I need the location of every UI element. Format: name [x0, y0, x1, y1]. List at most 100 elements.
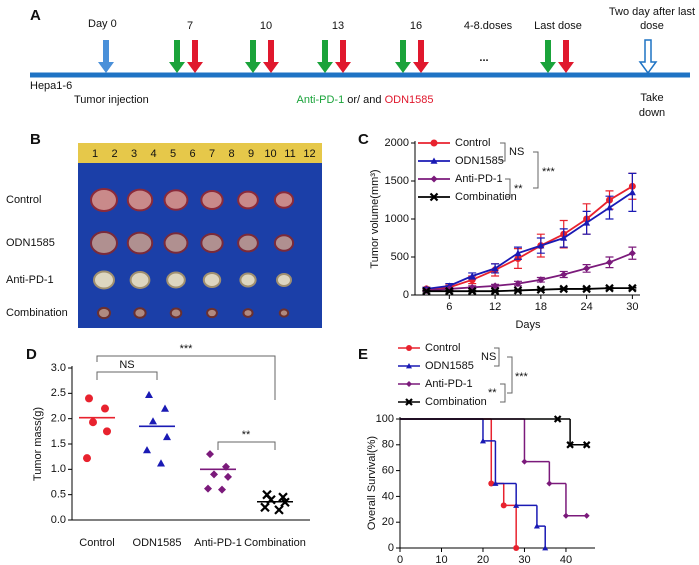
- dose-day: 13: [332, 20, 344, 32]
- y-tick-label: 500: [391, 251, 409, 263]
- data-point: [430, 157, 438, 164]
- survival-step: [502, 483, 517, 507]
- timeline-label: Hepa1-6: [30, 80, 72, 92]
- significance: NS: [119, 359, 134, 371]
- y-tick-label: 80: [382, 439, 394, 451]
- tumor: [133, 307, 147, 319]
- timeline-label: Day 0: [88, 18, 117, 30]
- tumor: [237, 190, 259, 210]
- tumor: [273, 234, 295, 252]
- tumor: [97, 306, 111, 320]
- row-label: Control: [6, 194, 41, 206]
- ruler-number: 10: [264, 148, 276, 160]
- x-tick-label: Anti-PD-1: [194, 537, 242, 549]
- y-tick-label: 2000: [385, 137, 409, 149]
- data-point: [537, 242, 545, 249]
- y-tick-label: 3.0: [51, 362, 66, 374]
- significance: ***: [515, 371, 529, 383]
- x-tick-label: 12: [489, 301, 501, 313]
- data-point: [488, 480, 495, 487]
- data-point: [553, 415, 562, 423]
- panel-letter: E: [358, 346, 368, 363]
- data-point: [479, 437, 486, 444]
- x-tick-label: 40: [560, 554, 572, 565]
- tumor: [126, 231, 154, 255]
- survival-step: [565, 483, 587, 517]
- significance-bracket: [533, 151, 539, 189]
- significance: ***: [542, 166, 556, 178]
- data-point: [513, 286, 523, 295]
- dose-arrow: [413, 40, 429, 73]
- ruler-number: 2: [111, 148, 117, 160]
- tumor: [163, 189, 189, 211]
- y-tick-label: 1500: [385, 175, 409, 187]
- y-tick-label: 0: [403, 289, 409, 301]
- tumor: [273, 191, 295, 209]
- tumor: [239, 272, 257, 288]
- tumor: [93, 270, 115, 290]
- significance: NS: [481, 351, 496, 363]
- y-tick-label: 1000: [385, 213, 409, 225]
- ruler-number: 6: [189, 148, 195, 160]
- tumor: [276, 273, 292, 287]
- data-point: [560, 270, 568, 278]
- significance: **: [488, 387, 497, 399]
- panel-letter: C: [358, 131, 369, 148]
- survival-step: [515, 483, 537, 507]
- data-point: [260, 502, 270, 513]
- x-tick-label: 10: [435, 554, 447, 565]
- ruler: [78, 143, 322, 163]
- x-tick-label: 30: [518, 554, 530, 565]
- survival-step: [523, 419, 550, 463]
- data-point: [89, 418, 97, 427]
- y-tick-label: 2.5: [51, 387, 66, 399]
- takedown-arrow: [638, 39, 658, 75]
- timeline-label: down: [639, 107, 665, 119]
- panel-letter: B: [30, 131, 41, 148]
- data-point: [157, 459, 165, 467]
- y-tick-label: 100: [376, 413, 394, 425]
- tumor: [202, 272, 222, 288]
- tumor: [278, 308, 290, 318]
- data-point: [278, 492, 288, 502]
- data-point: [583, 219, 591, 226]
- ruler-number: 3: [131, 148, 137, 160]
- data-point: [274, 505, 284, 515]
- significance: ***: [180, 343, 194, 355]
- ruler-number: 9: [248, 148, 254, 160]
- dose-arrow: [169, 40, 185, 73]
- data-point: [405, 398, 413, 406]
- data-point: [406, 381, 412, 387]
- data-point: [430, 139, 438, 147]
- legend-label: Anti-PD-1: [455, 173, 503, 185]
- data-point: [224, 472, 232, 481]
- data-point: [161, 404, 169, 412]
- data-point: [101, 404, 109, 413]
- treatment-label: Anti-PD-1 or/ and ODN1585: [297, 94, 434, 106]
- row-label: Anti-PD-1: [6, 274, 54, 286]
- x-tick-label: 30: [626, 301, 638, 313]
- data-point: [149, 417, 157, 425]
- survival-step: [536, 505, 546, 527]
- data-point: [85, 394, 93, 403]
- survival-step: [494, 440, 517, 485]
- data-point: [605, 204, 613, 211]
- tumor: [200, 189, 224, 211]
- y-tick-label: 0: [388, 542, 394, 554]
- data-point: [605, 283, 614, 293]
- y-tick-label: 2.0: [51, 413, 66, 425]
- treatment-part: or/ and: [344, 94, 384, 106]
- significance-bracket: [96, 371, 158, 380]
- x-tick-label: Control: [79, 537, 114, 549]
- x-tick-label: 24: [580, 301, 592, 313]
- tumor: [166, 271, 186, 289]
- data-point: [429, 192, 439, 202]
- tumor: [129, 271, 151, 289]
- data-point: [218, 485, 226, 494]
- data-point: [628, 249, 636, 257]
- data-point: [628, 188, 636, 196]
- tumor: [163, 232, 189, 254]
- survival-step: [490, 419, 504, 485]
- ruler-number: 5: [170, 148, 176, 160]
- x-tick-label: 18: [535, 301, 547, 313]
